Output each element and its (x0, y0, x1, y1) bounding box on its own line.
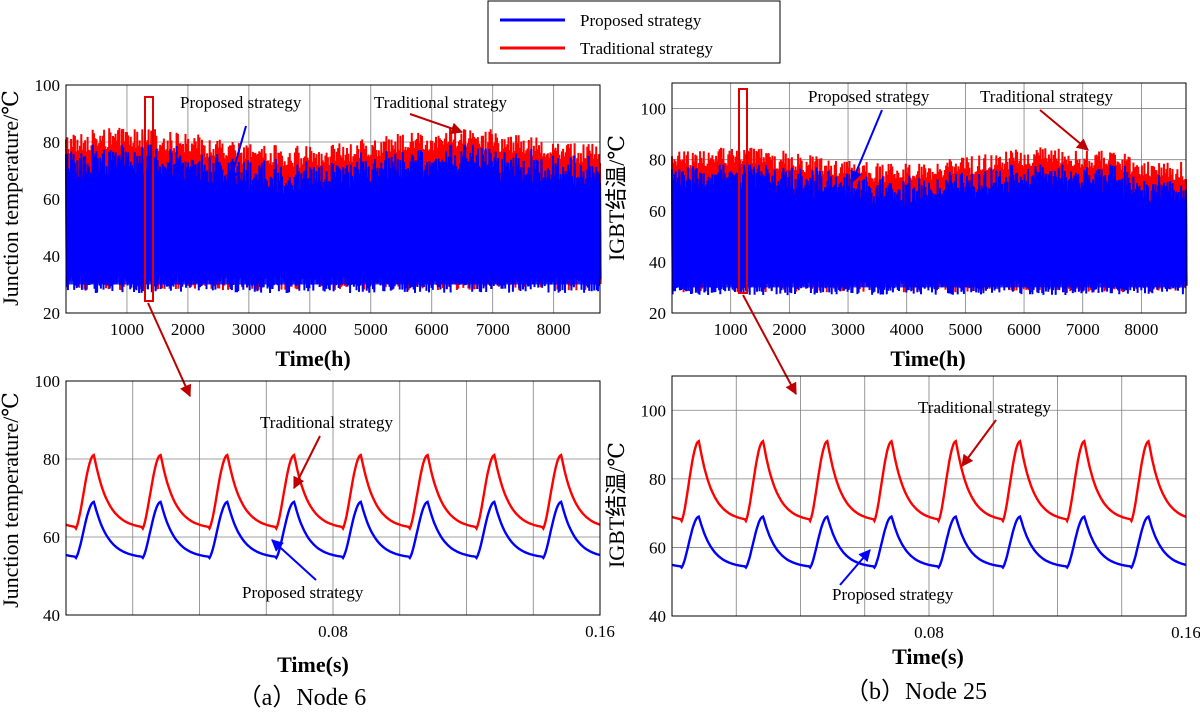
annotation-arrow-traditional (1039, 109, 1089, 151)
annotation-arrow-traditional (293, 435, 321, 490)
annotation-arrow-proposed (850, 109, 883, 184)
series-lines (671, 439, 1187, 570)
zoom-window-marker (144, 96, 154, 302)
annotation-arrow-proposed (839, 549, 871, 586)
x-tick-label: 0.16 (585, 622, 615, 641)
x-axis-label: Time(s) (892, 644, 964, 669)
zoom-connector-arrow (147, 302, 192, 398)
plot-frame (671, 375, 1187, 617)
tick-labels: 20 40 60 80 100 1000 2000 3000 4000 5000 6000 7000 8… (35, 76, 571, 339)
y-axis-label: Junction temperature/℃ (0, 392, 23, 608)
annotation-arrow-proposed (271, 539, 317, 581)
tick-labels: 40 60 80 100 0.08 0.16 (35, 372, 615, 641)
x-tick-label: 1000 (714, 320, 748, 339)
x-tick-label: 3000 (232, 320, 266, 339)
legend: Proposed strategy Traditional strategy (487, 0, 781, 64)
x-axis-label: Time(h) (275, 346, 350, 371)
x-tick-label: 7000 (476, 320, 510, 339)
x-tick-label: 6000 (1007, 320, 1041, 339)
y-tick-label: 40 (43, 247, 60, 266)
annotation-arrow-traditional (961, 419, 997, 467)
annotation-proposed: Proposed strategy (808, 87, 930, 106)
y-axis-label: IGBT结温/℃ (604, 135, 629, 261)
legend-label-proposed: Proposed strategy (580, 11, 702, 30)
chart-node25-zoom: 40 60 80 100 0.08 0.16 IGBT结温/℃ Time(s) Tradi… (604, 375, 1200, 669)
annotation-traditional: Traditional strategy (260, 413, 393, 432)
legend-label-traditional: Traditional strategy (580, 39, 713, 58)
x-axis-label: Time(s) (277, 652, 349, 677)
x-tick-label: 0.08 (318, 622, 348, 641)
y-tick-label: 100 (641, 100, 667, 119)
annotation-traditional: Traditional strategy (918, 398, 1051, 417)
y-tick-label: 100 (641, 401, 667, 420)
y-tick-label: 80 (649, 470, 666, 489)
y-tick-label: 100 (35, 372, 61, 391)
y-tick-label: 60 (649, 202, 666, 221)
caption-b: （b）Node 25 (845, 679, 987, 705)
y-tick-label: 60 (43, 528, 60, 547)
x-tick-label: 3000 (831, 320, 865, 339)
x-tick-label: 0.16 (1171, 623, 1200, 642)
x-tick-label: 0.08 (914, 623, 944, 642)
chart-node25-year: 20 40 60 80 100 1000 2000 3000 4000 5000 6000 7000 8… (604, 82, 1188, 396)
series-traditional-line (671, 439, 1187, 524)
chart-node6-zoom: 40 60 80 100 0.08 0.16 Junction temperature/℃… (0, 372, 615, 677)
annotation-proposed: Proposed strategy (242, 583, 364, 602)
x-tick-label: 2000 (772, 320, 806, 339)
y-tick-label: 100 (35, 76, 61, 95)
series-proposed-band (672, 221, 1186, 288)
y-tick-label: 60 (43, 190, 60, 209)
annotation-proposed: Proposed strategy (832, 585, 954, 604)
plot-frame (65, 380, 601, 616)
x-tick-label: 8000 (1124, 320, 1158, 339)
y-tick-label: 40 (649, 607, 666, 626)
series-lines (671, 147, 1188, 296)
y-tick-label: 40 (43, 606, 60, 625)
annotation-proposed: Proposed strategy (180, 93, 302, 112)
zoom-window-marker (738, 88, 748, 294)
annotation-arrow-proposed (227, 125, 247, 184)
x-axis-label: Time(h) (890, 346, 965, 371)
plot-frame (671, 82, 1187, 314)
x-tick-label: 6000 (415, 320, 449, 339)
plot-frame (65, 84, 601, 314)
zoom-connector-arrow (742, 294, 797, 396)
series-traditional-line (65, 453, 601, 532)
annotation-traditional: Traditional strategy (980, 87, 1113, 106)
series-proposed-band (66, 210, 600, 285)
x-tick-label: 2000 (171, 320, 205, 339)
x-tick-label: 1000 (110, 320, 144, 339)
x-tick-label: 4000 (890, 320, 924, 339)
annotation-traditional: Traditional strategy (374, 93, 507, 112)
x-tick-label: 5000 (354, 320, 388, 339)
series-proposed-line (65, 500, 601, 560)
tick-labels: 40 60 80 100 0.08 0.16 (641, 401, 1200, 642)
chart-node6-year: 20 40 60 80 100 1000 2000 3000 4000 5000 6000 7000 8… (0, 76, 602, 398)
tick-labels: 20 40 60 80 100 1000 2000 3000 4000 5000 6000 7000 8… (641, 100, 1159, 339)
y-tick-label: 80 (649, 151, 666, 170)
y-tick-label: 20 (649, 304, 666, 323)
y-tick-label: 80 (43, 133, 60, 152)
annotation-arrow-traditional (409, 113, 464, 135)
y-axis-label: Junction temperature/℃ (0, 90, 23, 306)
y-tick-label: 20 (43, 304, 60, 323)
y-axis-label: IGBT结温/℃ (604, 442, 629, 568)
y-tick-label: 60 (649, 538, 666, 557)
x-tick-label: 5000 (948, 320, 982, 339)
x-tick-label: 4000 (293, 320, 327, 339)
x-tick-label: 7000 (1066, 320, 1100, 339)
series-proposed-line (671, 514, 1187, 570)
caption-a: （a）Node 6 (238, 685, 367, 711)
series-lines (65, 127, 602, 294)
x-tick-label: 8000 (537, 320, 571, 339)
y-tick-label: 40 (649, 253, 666, 272)
series-lines (65, 453, 601, 560)
y-tick-label: 80 (43, 450, 60, 469)
